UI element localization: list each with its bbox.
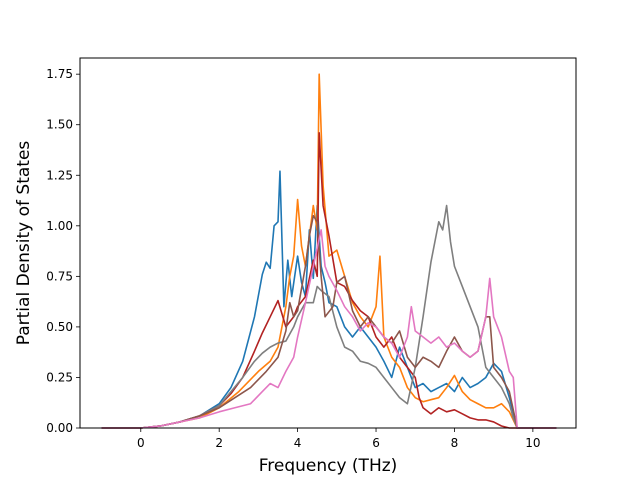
x-tick-label: 6 (372, 436, 380, 450)
y-tick-label: 0.75 (46, 269, 73, 283)
y-axis-ticks: 0.00 0.25 0.50 0.75 1.00 1.25 1.50 1.75 (46, 67, 80, 435)
y-tick-label: 0.50 (46, 320, 73, 334)
series-line-4 (101, 204, 557, 429)
series-line-2 (101, 73, 557, 429)
series-line-6 (101, 229, 557, 429)
y-tick-label: 1.00 (46, 219, 73, 233)
y-tick-label: 1.50 (46, 118, 73, 132)
y-axis-label: Partial Density of States (14, 141, 34, 346)
x-axis-ticks: 0 2 4 6 8 10 (137, 428, 541, 450)
x-axis-label: Frequency (THz) (259, 456, 398, 476)
x-tick-label: 2 (215, 436, 223, 450)
y-tick-label: 1.75 (46, 67, 73, 81)
x-tick-label: 8 (451, 436, 459, 450)
series-layer (101, 73, 557, 429)
y-tick-label: 0.25 (46, 370, 73, 384)
x-tick-label: 4 (294, 436, 302, 450)
x-tick-label: 0 (137, 436, 145, 450)
x-tick-label: 10 (525, 436, 540, 450)
y-tick-label: 1.25 (46, 168, 73, 182)
y-tick-label: 0.00 (46, 421, 73, 435)
axes-frame (79, 57, 577, 429)
